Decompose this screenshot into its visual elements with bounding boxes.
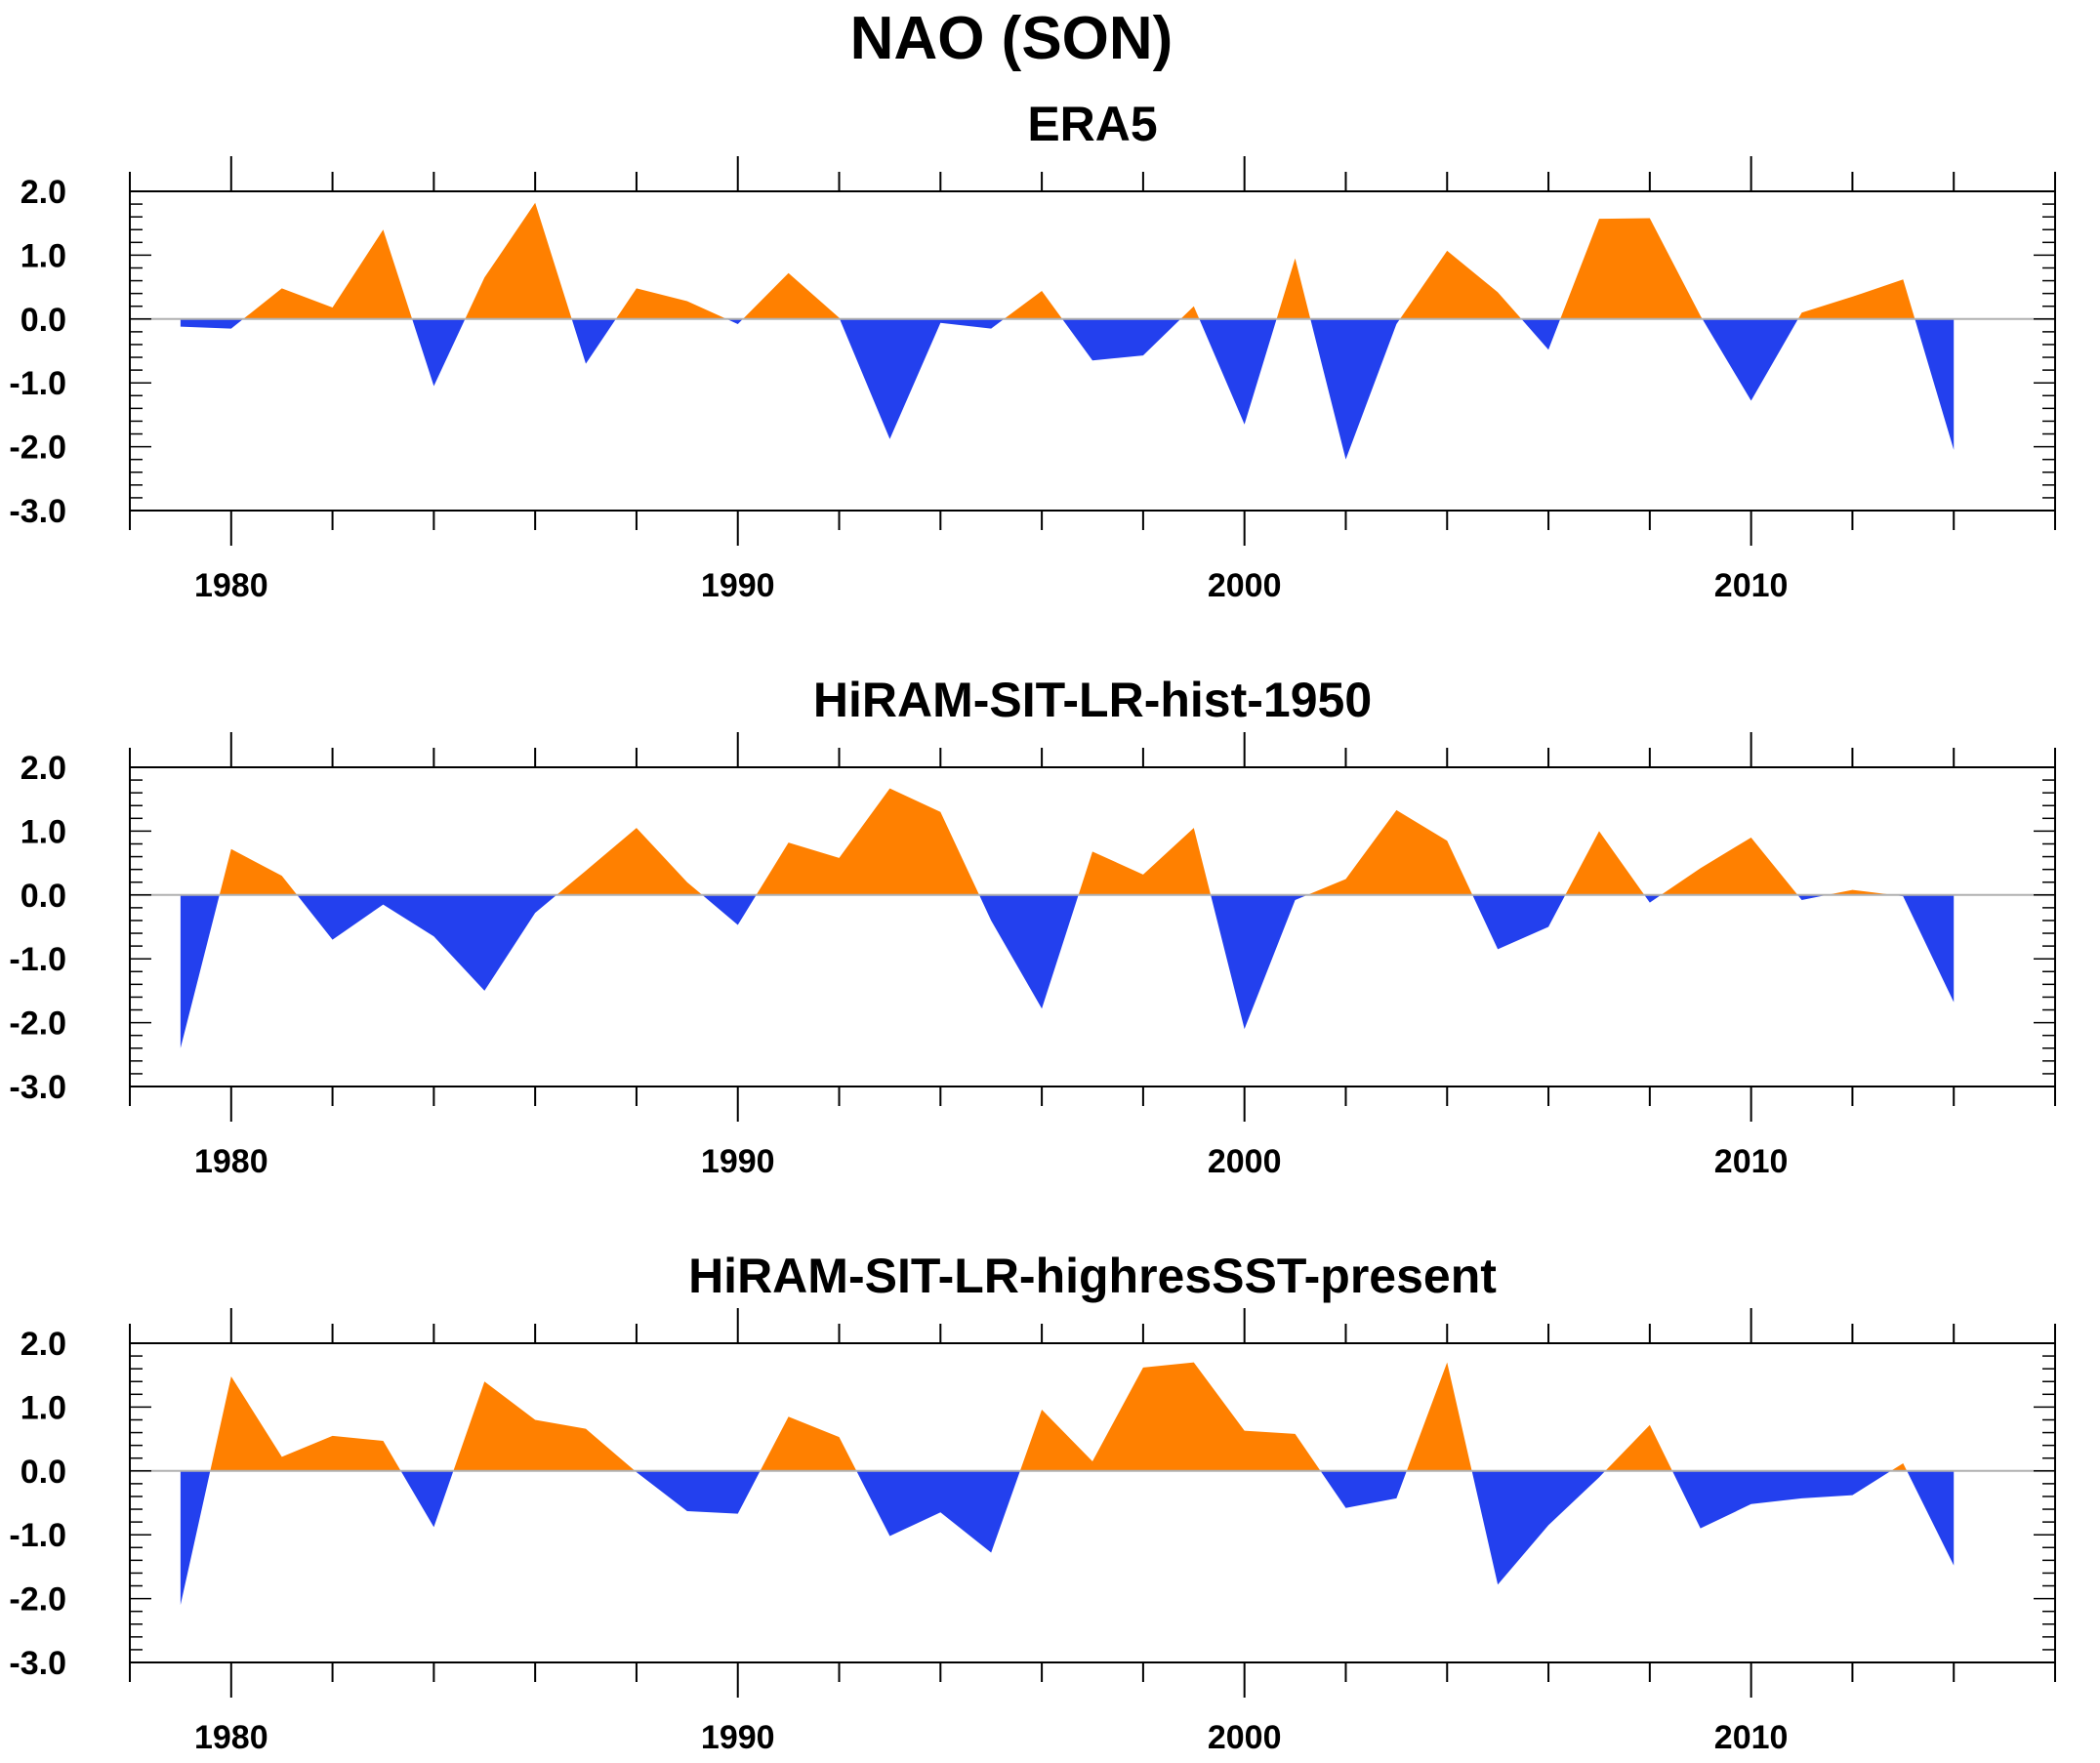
y-tick-label: -1.0	[9, 365, 66, 402]
x-tick-label: 2010	[1714, 1143, 1789, 1180]
panels: ERA5 1980 1990 2000 2010 2.0 1.0 0.0 -1.0 -2.0 -3.…	[9, 97, 2056, 1756]
x-tick-label: 1990	[701, 1719, 775, 1756]
y-tick-label: 1.0	[21, 1389, 66, 1426]
positive-area	[180, 788, 1955, 895]
chart-panel-3: HiRAM-SIT-LR-highresSST-present 1980 1990 2…	[9, 1249, 2056, 1756]
negative-area	[180, 1470, 1955, 1606]
y-tick-label: -2.0	[9, 1581, 66, 1619]
y-tick-label: 0.0	[21, 1454, 66, 1491]
y-tick-label: 0.0	[21, 302, 66, 339]
y-tick-label: 1.0	[21, 813, 66, 850]
x-tick-label: 1990	[701, 567, 775, 604]
y-tick-label: -1.0	[9, 1517, 66, 1554]
panel-title: HiRAM-SIT-LR-highresSST-present	[688, 1249, 1497, 1303]
x-tick-label: 2000	[1208, 1719, 1282, 1756]
x-tick-label: 1980	[194, 1719, 268, 1756]
y-tick-label: 2.0	[21, 750, 66, 787]
y-tick-label: -2.0	[9, 1005, 66, 1043]
y-tick-label: 2.0	[21, 174, 66, 211]
chart-panel-2: HiRAM-SIT-LR-hist-1950 1980 1990 2000 2010 2.…	[9, 673, 2056, 1180]
x-tick-label: 1990	[701, 1143, 775, 1180]
x-tick-label: 1980	[194, 1143, 268, 1180]
x-tick-label: 2010	[1714, 1719, 1789, 1756]
x-tick-label: 2000	[1208, 567, 1282, 604]
x-tick-label: 2010	[1714, 567, 1789, 604]
plot-frame	[129, 1342, 2056, 1663]
panel-title: ERA5	[1027, 97, 1157, 151]
y-tick-label: -2.0	[9, 430, 66, 467]
figure-title: NAO (SON)	[850, 5, 1174, 72]
x-tick-label: 1980	[194, 567, 268, 604]
panel-title: HiRAM-SIT-LR-hist-1950	[813, 673, 1372, 727]
negative-area	[180, 894, 1955, 1048]
positive-area	[180, 1362, 1955, 1471]
x-tick-label: 2000	[1208, 1143, 1282, 1180]
plot-frame	[129, 190, 2056, 512]
negative-area	[180, 318, 1955, 460]
y-tick-label: -1.0	[9, 941, 66, 978]
y-tick-label: -3.0	[9, 1645, 66, 1682]
y-tick-label: 0.0	[21, 878, 66, 915]
positive-area	[180, 202, 1955, 319]
y-tick-label: 1.0	[21, 237, 66, 274]
y-tick-label: -3.0	[9, 1069, 66, 1106]
y-tick-label: -3.0	[9, 493, 66, 530]
plot-frame	[129, 766, 2056, 1087]
chart-panel-1: ERA5 1980 1990 2000 2010 2.0 1.0 0.0 -1.0 -2.0 -3.…	[9, 97, 2056, 604]
y-tick-label: 2.0	[21, 1326, 66, 1363]
